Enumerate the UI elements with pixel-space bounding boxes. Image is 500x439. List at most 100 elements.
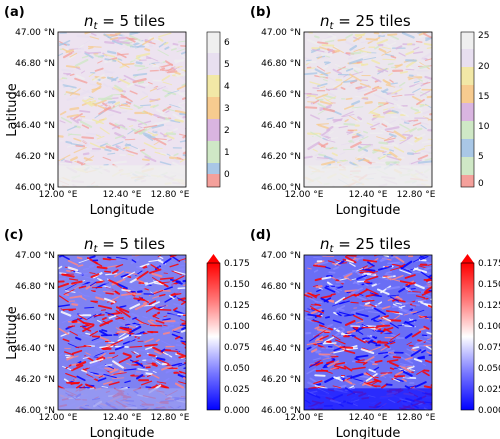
x-tick-label: 12.80 °E [397,413,436,423]
colorbar-tick: 5 [478,152,484,162]
y-tick-label: 47.00 °N [15,251,55,261]
y-tick-label: 46.60 °N [15,313,55,323]
continuous-texture [304,255,432,410]
y-tick-label: 46.60 °N [261,90,301,100]
map-area [58,32,186,187]
map-area [58,255,186,410]
colorbar-tick: 0.100 [224,322,250,332]
y-tick-label: 46.80 °N [261,282,301,292]
x-tick-label: 12.40 °E [103,190,142,200]
y-tick-label: 46.60 °N [261,313,301,323]
y-tick-label: 46.40 °N [261,344,301,354]
colorbar: 0.175 0.150 0.125 0.100 0.075 0.050 0.02… [460,254,500,416]
y-tick-label: 46.20 °N [261,152,301,162]
colorbar-tick: 20 [478,62,490,72]
x-tick-label: 12.40 °E [349,413,388,423]
axes-frame [57,31,187,188]
x-tick-label: 12.80 °E [151,190,190,200]
panel-c: (c) nt = 5 tiles 12.00 °E 12.40 °E 12.80… [4,228,250,439]
colorbar-tick: 0.050 [478,364,500,374]
colorbar-tick: 10 [478,122,490,132]
categorical-texture [304,32,432,187]
y-tick-label: 46.40 °N [15,121,55,131]
colorbar-tick: 0.100 [478,322,500,332]
x-ticks: 12.00 °E 12.40 °E 12.80 °E [39,413,190,423]
map-area [304,32,432,187]
panel-label: (a) [4,5,25,20]
y-axis-label: Latitude [5,306,20,360]
map-area [304,255,432,410]
y-ticks: 47.00 °N 46.80 °N 46.60 °N 46.40 °N 46.2… [15,251,55,416]
y-tick-label: 46.00 °N [261,183,301,193]
x-tick-label: 12.40 °E [349,190,388,200]
colorbar-tick: 0.175 [478,259,500,269]
y-tick-label: 46.60 °N [15,90,55,100]
continuous-texture [58,255,186,410]
colorbar: 0.175 0.150 0.125 0.100 0.075 0.050 0.02… [206,254,250,416]
x-axis-label: Longitude [90,203,155,218]
colorbar-tick: 25 [478,31,489,41]
colorbar-tick: 0.150 [478,280,500,290]
colorbar-tick: 3 [224,104,230,114]
y-tick-label: 46.80 °N [261,59,301,69]
x-tick-label: 12.80 °E [397,190,436,200]
panel-title: nt = 5 tiles [84,12,165,32]
y-ticks: 47.00 °N 46.80 °N 46.60 °N 46.40 °N 46.2… [261,28,301,193]
colorbar-tick: 5 [224,60,230,70]
axes-frame [303,31,433,188]
y-tick-label: 46.20 °N [15,375,55,385]
colorbar-tick: 0 [478,179,484,189]
colorbar-tick: 4 [224,82,230,92]
colorbar-tick: 0.000 [478,406,500,416]
x-tick-label: 12.00 °E [285,413,324,423]
x-ticks: 12.00 °E 12.40 °E 12.80 °E [39,190,190,200]
axes-frame [57,254,187,411]
y-ticks: 47.00 °N 46.80 °N 46.60 °N 46.40 °N 46.2… [15,28,55,193]
axes-frame [303,254,433,411]
y-tick-label: 46.00 °N [261,406,301,416]
x-ticks: 12.00 °E 12.40 °E 12.80 °E [285,190,436,200]
x-tick-label: 12.00 °E [285,190,324,200]
panel-title: nt = 25 tiles [320,12,411,32]
x-axis-label: Longitude [90,426,155,439]
colorbar-tick: 0.075 [224,343,250,353]
categorical-texture [58,32,186,187]
y-tick-label: 46.20 °N [261,375,301,385]
colorbar-tick: 15 [478,92,489,102]
colorbar: 25 20 15 10 5 0 [460,31,490,189]
y-tick-label: 46.80 °N [15,282,55,292]
x-axis-label: Longitude [336,426,401,439]
y-tick-label: 47.00 °N [261,251,301,261]
panel-a: (a) nt = 5 tiles 12.00 °E 12.40 °E 12.80… [4,5,230,218]
y-tick-label: 46.00 °N [15,406,55,416]
x-tick-label: 12.00 °E [39,413,78,423]
colorbar-tick: 2 [224,126,230,136]
colorbar-tick: 1 [224,148,230,158]
colorbar-tick: 0.150 [224,280,250,290]
y-tick-label: 46.40 °N [261,121,301,131]
panel-label: (b) [250,5,271,20]
colorbar-tick: 0 [224,170,230,180]
colorbar-tick: 0.050 [224,364,250,374]
colorbar-tick: 0.125 [224,301,250,311]
panel-d: (d) nt = 25 tiles 12.00 °E 12.40 °E 12.8… [250,228,500,439]
y-tick-label: 46.40 °N [15,344,55,354]
panel-title: nt = 5 tiles [84,235,165,255]
panel-b: (b) nt = 25 tiles 12.00 °E 12.40 °E 12.8… [250,5,490,218]
colorbar-tick: 0.075 [478,343,500,353]
colorbar-tick: 0.025 [478,385,500,395]
colorbar-tick: 6 [224,38,230,48]
panel-label: (c) [4,228,24,243]
colorbar-tick: 0.025 [224,385,250,395]
y-tick-label: 46.80 °N [15,59,55,69]
y-tick-label: 47.00 °N [15,28,55,38]
x-tick-label: 12.80 °E [151,413,190,423]
x-tick-label: 12.40 °E [103,413,142,423]
colorbar-tick: 0.000 [224,406,250,416]
panel-label: (d) [250,228,271,243]
y-tick-label: 46.20 °N [15,152,55,162]
colorbar: 6 5 4 3 2 1 0 [206,31,230,188]
colorbar-tick: 0.175 [224,259,250,269]
y-ticks: 47.00 °N 46.80 °N 46.60 °N 46.40 °N 46.2… [261,251,301,416]
